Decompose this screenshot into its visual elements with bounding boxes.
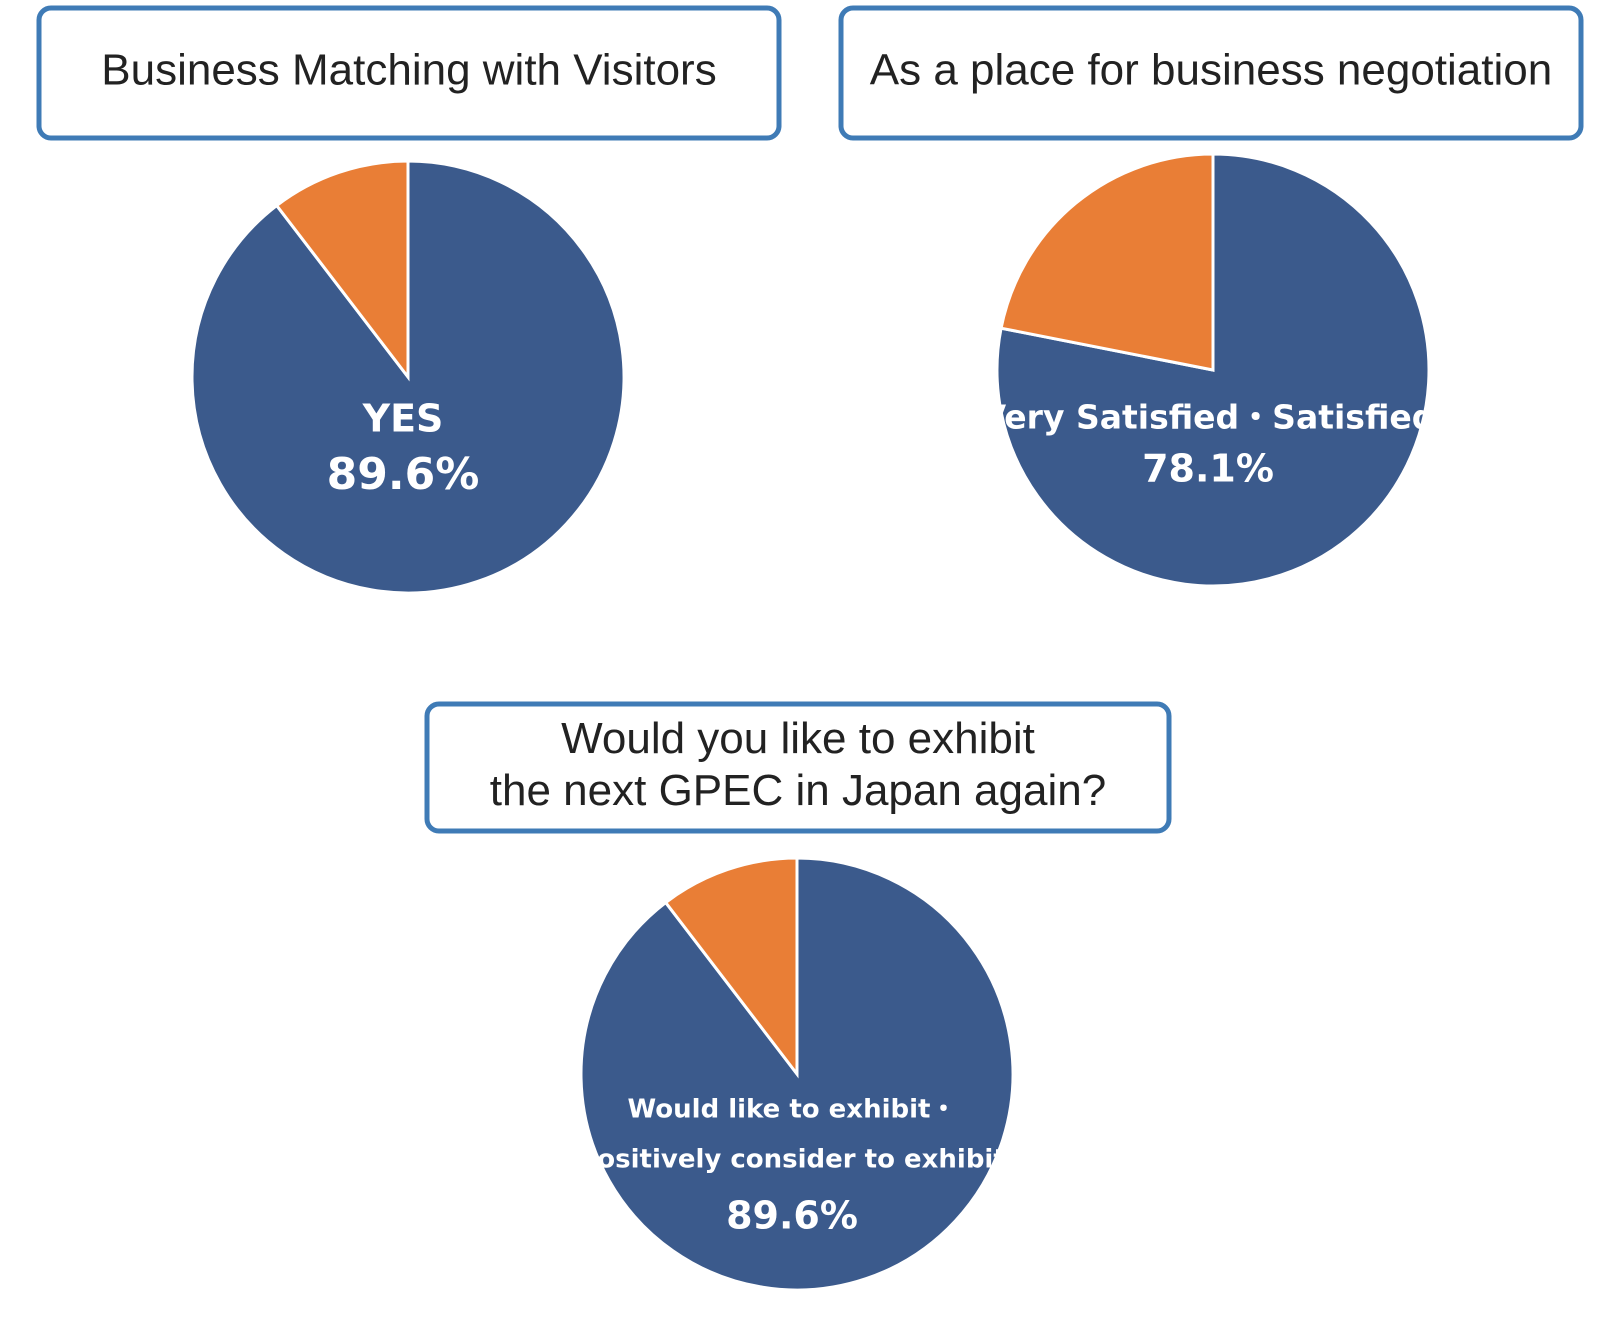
title-box [424,701,1172,834]
value-label: 78.1% [1142,447,1274,491]
pie-slice [999,152,1215,372]
chart-title: the next GPEC in Japan again? [490,766,1106,815]
value-label: 89.6% [726,1194,858,1238]
chart-title: Business Matching with Visitors [101,46,716,95]
slice-label: YES [362,397,444,441]
chart-title: As a place for business negotiation [870,46,1552,95]
slice-label: Would like to exhibit・ [628,1095,957,1125]
title-box [838,5,1584,141]
pie-slice [274,159,410,382]
value-label: 89.6% [327,449,480,500]
title-box [36,5,782,141]
slice-label: Positively consider to exhibit [578,1145,1006,1175]
chart-title: Would you like to exhibit [561,714,1035,763]
slice-label: Very Satisfied・Satisfied [981,398,1436,437]
pie-slice [663,856,799,1079]
